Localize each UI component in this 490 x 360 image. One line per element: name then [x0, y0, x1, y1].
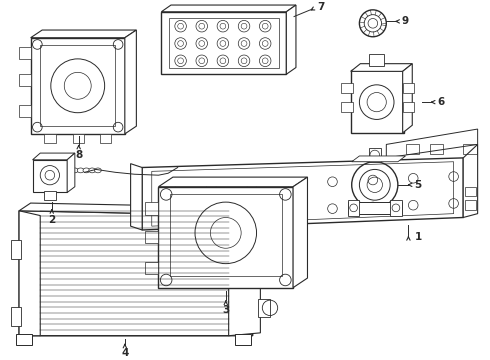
Ellipse shape [77, 168, 84, 173]
Polygon shape [142, 158, 463, 230]
Polygon shape [293, 177, 308, 288]
Bar [145, 262, 158, 274]
Bar [430, 144, 443, 154]
Bar [351, 71, 404, 133]
Bar [32, 160, 67, 193]
Bar [348, 202, 402, 213]
Text: 5: 5 [414, 180, 421, 190]
Bar [40, 45, 115, 126]
Text: 1: 1 [415, 232, 422, 242]
Text: 4: 4 [121, 348, 128, 358]
Ellipse shape [95, 168, 101, 173]
Polygon shape [158, 177, 308, 187]
Bar [11, 240, 21, 259]
Polygon shape [286, 5, 296, 74]
Polygon shape [403, 64, 412, 133]
Polygon shape [161, 5, 296, 12]
Bar [348, 200, 359, 216]
Bar [369, 54, 384, 66]
Bar [258, 274, 270, 288]
Bar [44, 190, 56, 200]
Polygon shape [386, 129, 478, 158]
Polygon shape [131, 164, 142, 230]
Bar [465, 187, 476, 196]
Bar [44, 134, 56, 144]
Bar [341, 102, 353, 112]
Bar [390, 200, 402, 216]
Bar [19, 74, 31, 86]
Polygon shape [351, 64, 412, 71]
Text: 7: 7 [317, 2, 324, 12]
Bar [169, 18, 279, 68]
Ellipse shape [66, 168, 73, 173]
Bar [19, 47, 31, 59]
Bar [235, 334, 251, 345]
Text: 2: 2 [48, 215, 55, 225]
Bar [341, 83, 353, 93]
Bar [465, 200, 476, 210]
Polygon shape [125, 30, 136, 134]
Text: 8: 8 [75, 150, 82, 160]
Bar [463, 144, 477, 154]
Bar [161, 12, 286, 74]
Bar [403, 102, 414, 112]
Bar [19, 105, 31, 117]
Bar [170, 194, 282, 276]
Ellipse shape [83, 168, 90, 173]
Polygon shape [19, 211, 253, 336]
Polygon shape [67, 153, 75, 193]
Polygon shape [19, 203, 272, 216]
Text: 6: 6 [437, 97, 444, 107]
Bar [258, 299, 270, 316]
Bar [100, 134, 111, 144]
Text: 9: 9 [402, 17, 409, 26]
Ellipse shape [89, 168, 96, 173]
Text: 3: 3 [222, 305, 229, 315]
Bar [406, 144, 419, 154]
Bar [403, 83, 414, 93]
Bar [73, 134, 84, 144]
Polygon shape [19, 211, 40, 336]
Ellipse shape [72, 168, 78, 173]
Bar [158, 187, 293, 288]
Polygon shape [31, 30, 136, 38]
Bar [369, 148, 381, 162]
Bar [16, 334, 31, 345]
Polygon shape [352, 156, 406, 162]
Bar [11, 307, 21, 326]
Bar [145, 202, 158, 215]
Polygon shape [463, 144, 478, 217]
Polygon shape [229, 213, 260, 336]
Bar [145, 231, 158, 243]
Polygon shape [32, 153, 75, 160]
Bar [31, 38, 125, 134]
